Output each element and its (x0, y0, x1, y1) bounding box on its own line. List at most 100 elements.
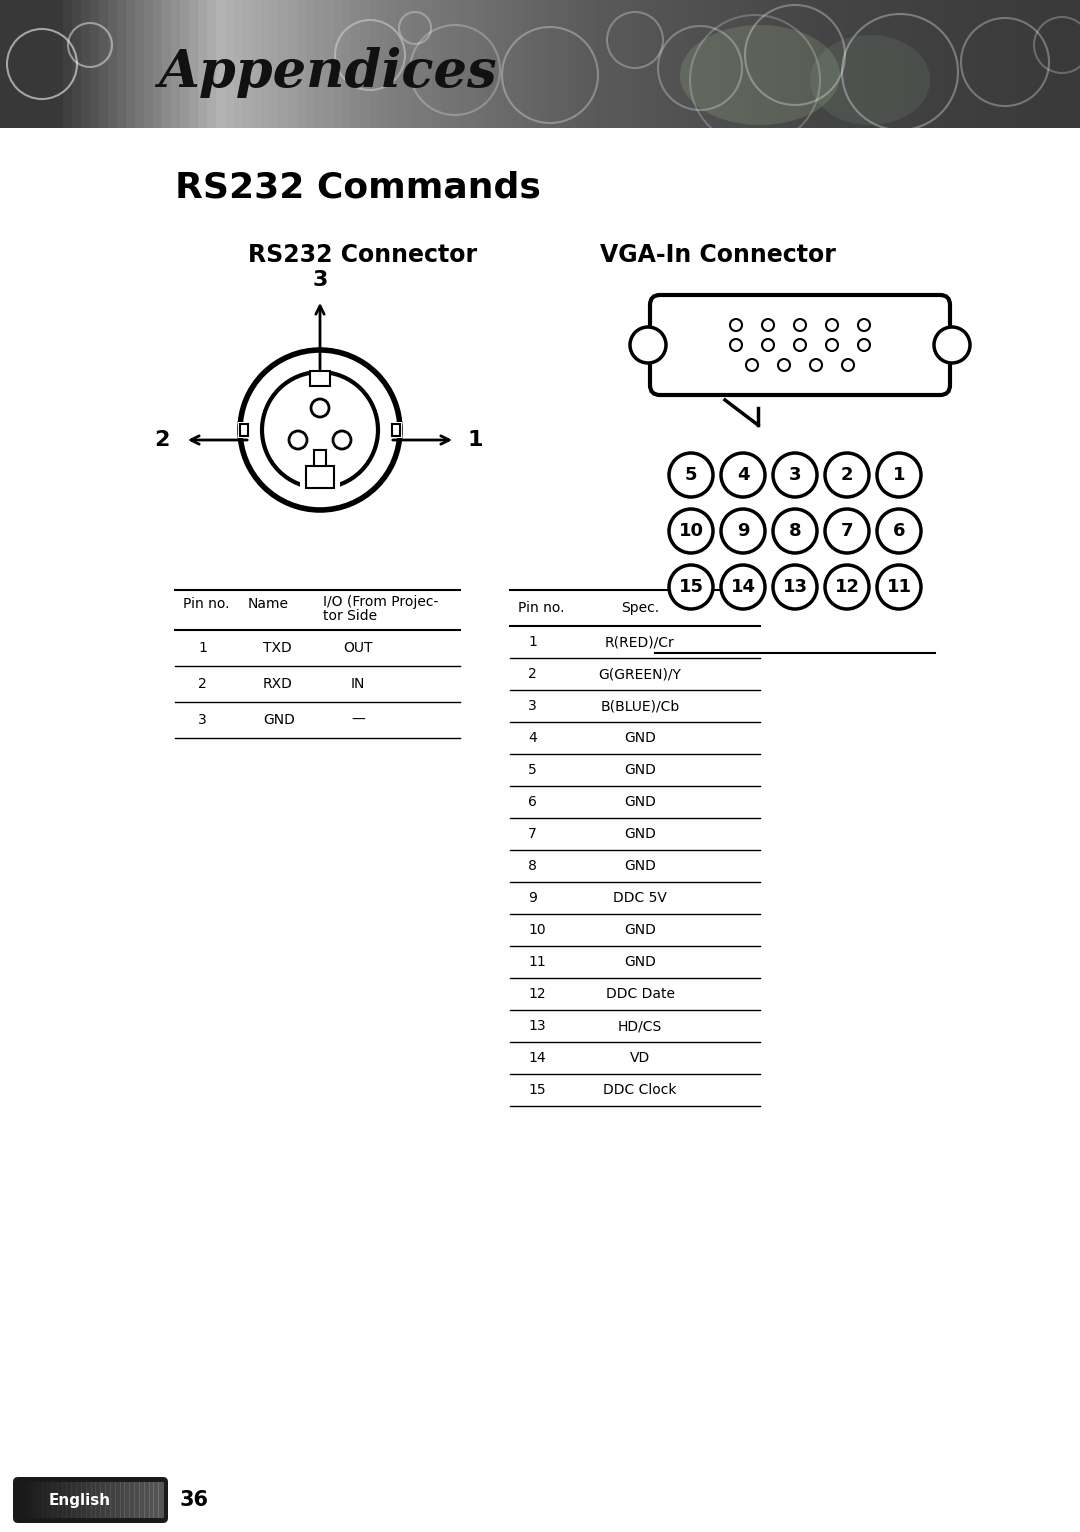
Text: 6: 6 (528, 795, 537, 809)
Text: B(BLUE)/Cb: B(BLUE)/Cb (600, 699, 679, 712)
Text: DDC 5V: DDC 5V (613, 892, 667, 905)
Circle shape (669, 453, 713, 496)
Circle shape (773, 509, 816, 553)
Text: 1: 1 (468, 430, 484, 450)
Text: 15: 15 (528, 1083, 545, 1097)
Bar (225, 0, 235, 129)
Bar (0, 0, 1080, 129)
Text: R(RED)/Cr: R(RED)/Cr (605, 634, 675, 650)
Bar (603, 0, 613, 129)
Bar (189, 0, 199, 129)
Text: 10: 10 (678, 522, 703, 539)
Bar (801, 0, 811, 129)
Bar (792, 0, 802, 129)
Bar (392, 424, 400, 437)
Bar (927, 0, 937, 129)
Text: Pin no.: Pin no. (183, 597, 229, 611)
Bar (450, 0, 460, 129)
Bar (76, 1481, 82, 1518)
Text: I/O (From Projec-: I/O (From Projec- (323, 594, 438, 610)
Bar (900, 0, 910, 129)
Text: 3: 3 (312, 270, 327, 290)
Text: 7: 7 (528, 827, 537, 841)
Text: GND: GND (624, 763, 656, 777)
Bar (270, 0, 280, 129)
Text: 2: 2 (154, 430, 170, 450)
Text: HD/CS: HD/CS (618, 1019, 662, 1033)
Bar (1008, 0, 1018, 129)
Bar (180, 0, 190, 129)
Bar (243, 0, 253, 129)
Bar (855, 0, 865, 129)
Bar (477, 0, 487, 129)
Bar (1062, 0, 1072, 129)
Bar (747, 0, 757, 129)
Text: 13: 13 (783, 578, 808, 596)
Bar (684, 0, 694, 129)
Text: 1: 1 (198, 640, 207, 656)
Circle shape (810, 358, 822, 371)
Bar (42, 1481, 48, 1518)
Bar (63, 0, 73, 129)
Bar (774, 0, 784, 129)
Bar (837, 0, 847, 129)
Text: GND: GND (624, 954, 656, 970)
Bar (342, 0, 352, 129)
Bar (666, 0, 676, 129)
Circle shape (730, 339, 742, 351)
Bar (918, 0, 928, 129)
Text: RS232 Commands: RS232 Commands (175, 172, 541, 205)
Text: GND: GND (624, 731, 656, 745)
Bar (882, 0, 892, 129)
Bar (66, 1481, 72, 1518)
Bar (540, 0, 550, 129)
Bar (124, 1481, 131, 1518)
Bar (648, 0, 658, 129)
Text: 14: 14 (730, 578, 756, 596)
Bar (738, 0, 748, 129)
Bar (198, 0, 208, 129)
Bar (522, 0, 532, 129)
Bar (153, 1481, 159, 1518)
Bar (936, 0, 946, 129)
Bar (486, 0, 496, 129)
Text: RXD: RXD (264, 677, 293, 691)
Text: 1: 1 (528, 634, 537, 650)
Circle shape (762, 319, 774, 331)
Bar (144, 1481, 149, 1518)
Bar (207, 0, 217, 129)
Circle shape (826, 339, 838, 351)
Ellipse shape (680, 25, 840, 126)
Text: 5: 5 (528, 763, 537, 777)
Text: 9: 9 (737, 522, 750, 539)
Text: GND: GND (624, 859, 656, 873)
Text: 11: 11 (887, 578, 912, 596)
Bar (963, 0, 973, 129)
Bar (387, 0, 397, 129)
Text: 4: 4 (737, 466, 750, 484)
Text: G(GREEN)/Y: G(GREEN)/Y (598, 666, 681, 682)
Bar (576, 0, 586, 129)
Circle shape (826, 319, 838, 331)
Text: Name: Name (248, 597, 289, 611)
Bar (1035, 0, 1045, 129)
Bar (81, 0, 91, 129)
Bar (468, 0, 478, 129)
Text: IN: IN (351, 677, 365, 691)
Bar (621, 0, 631, 129)
Bar (261, 0, 271, 129)
Bar (891, 0, 901, 129)
Bar (999, 0, 1009, 129)
Bar (310, 371, 330, 386)
Bar (432, 0, 442, 129)
Bar (110, 1481, 116, 1518)
Bar (405, 0, 415, 129)
Bar (414, 0, 424, 129)
Bar (531, 0, 541, 129)
Text: 10: 10 (528, 922, 545, 938)
FancyBboxPatch shape (13, 1477, 168, 1523)
Bar (423, 0, 433, 129)
Bar (828, 0, 838, 129)
Bar (392, 421, 402, 438)
Bar (351, 0, 361, 129)
